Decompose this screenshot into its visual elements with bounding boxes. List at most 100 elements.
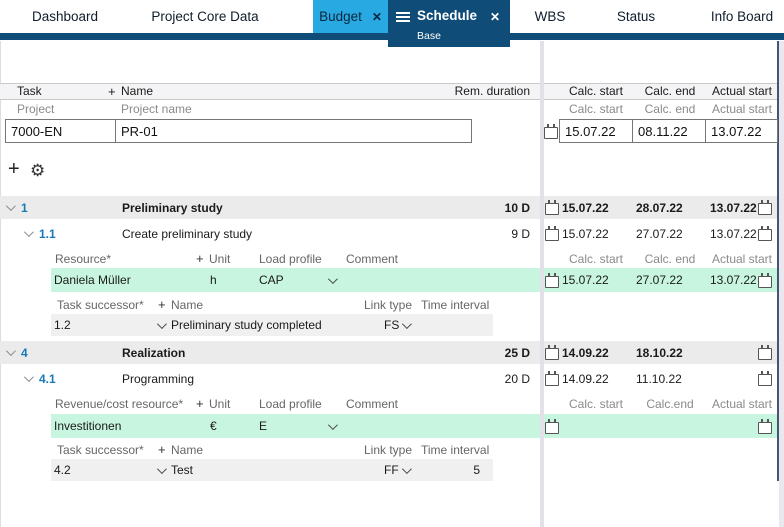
tab-budget-label: Budget — [319, 9, 362, 24]
chevron-down-icon[interactable] — [156, 459, 167, 481]
task-number: 1 — [21, 200, 28, 215]
calendar-icon[interactable] — [758, 196, 772, 219]
project-actual-start-input[interactable] — [705, 119, 778, 143]
successor-header-label: Task successor* — [57, 442, 144, 457]
resource-row[interactable]: Daniela Müller h CAP — [51, 268, 540, 292]
calendar-icon[interactable] — [758, 268, 772, 292]
task-row-dates[interactable]: 14.09.22 18.10.22 — [544, 341, 777, 364]
close-icon[interactable]: ✕ — [489, 10, 500, 24]
calendar-icon[interactable] — [545, 222, 559, 245]
scrollbar-track[interactable] — [779, 41, 784, 527]
project-calc-end-input[interactable] — [632, 119, 706, 143]
resource-header-label: Resource* — [55, 251, 112, 266]
project-name-input[interactable] — [115, 119, 472, 143]
calendar-icon[interactable] — [758, 341, 772, 364]
chevron-down-icon[interactable] — [5, 196, 16, 219]
link-type-header: Link type — [364, 442, 413, 457]
task-row[interactable]: 1 Preliminary study 10 D — [0, 196, 540, 219]
chevron-down-icon[interactable] — [401, 459, 412, 481]
chevron-down-icon[interactable] — [5, 341, 16, 364]
col-calc-start[interactable]: Calc. start — [568, 84, 623, 98]
subtask-number: 4.1 — [39, 371, 56, 386]
project-label: Project — [17, 102, 55, 116]
subtask-row[interactable]: 4.1 Programming 20 D — [0, 367, 540, 390]
calendar-icon[interactable] — [544, 124, 558, 139]
successor-name-header: Name — [171, 442, 204, 457]
calc-start-sublabel: Calc. start — [568, 396, 623, 411]
col-actual-start[interactable]: Actual start — [711, 84, 773, 98]
calendar-icon[interactable] — [545, 367, 559, 390]
project-id-input[interactable] — [5, 119, 116, 143]
tab-schedule[interactable]: Schedule ✕ Base — [388, 0, 510, 47]
resource-row[interactable]: Investitionen € E — [51, 414, 540, 438]
tab-info-board[interactable]: Info Board — [710, 9, 774, 24]
calendar-icon[interactable] — [545, 414, 559, 438]
tab-project-core-data[interactable]: Project Core Data — [151, 9, 259, 24]
chevron-down-icon[interactable] — [401, 314, 412, 336]
successor-number: 4.2 — [54, 463, 71, 477]
successor-name-header: Name — [171, 297, 204, 312]
calc-start-value: 15.07.22 — [562, 273, 609, 287]
resource-row-dates[interactable]: 15.07.22 27.07.22 13.07.22 — [544, 268, 777, 292]
resource-header-row: Resource* + Unit Load profile Comment Ca… — [0, 250, 777, 267]
add-task-button[interactable]: + — [8, 158, 20, 180]
successor-name: Test — [171, 463, 194, 477]
col-calc-end[interactable]: Calc. end — [644, 84, 696, 98]
calc-end-value: 27.07.22 — [636, 226, 683, 241]
task-name: Realization — [122, 345, 186, 360]
left-panel-border — [0, 41, 1, 527]
subtask-row-dates[interactable]: 14.09.22 11.10.22 — [544, 367, 777, 390]
calendar-icon[interactable] — [545, 196, 559, 219]
calc-start-value: 15.07.22 — [562, 226, 609, 241]
col-rem-duration[interactable]: Rem. duration — [454, 84, 530, 98]
chevron-down-icon[interactable] — [23, 367, 34, 390]
add-resource-icon[interactable]: + — [196, 251, 204, 266]
project-calc-end-label: Calc. end — [644, 102, 696, 116]
actual-start-value: 13.07.22 — [710, 200, 757, 215]
tab-wbs[interactable]: WBS — [534, 9, 566, 24]
link-type-value: FF — [384, 463, 399, 477]
tab-status[interactable]: Status — [616, 9, 656, 24]
subtask-number: 1.1 — [39, 226, 56, 241]
calc-end-value: 18.10.22 — [636, 345, 683, 360]
calendar-icon[interactable] — [545, 341, 559, 364]
resource-header-row: Revenue/cost resource* + Unit Load profi… — [0, 395, 777, 412]
link-type-value: FS — [384, 318, 400, 332]
col-name[interactable]: Name — [121, 84, 154, 98]
subtask-name: Programming — [122, 371, 195, 386]
task-row-dates[interactable]: 15.07.22 28.07.22 13.07.22 — [544, 196, 777, 219]
right-panel-border — [777, 41, 779, 481]
gear-icon[interactable]: ⚙ — [30, 161, 46, 180]
resource-row-dates[interactable] — [544, 414, 777, 438]
calc-start-value: 14.09.22 — [562, 371, 609, 386]
chevron-down-icon[interactable] — [327, 268, 338, 292]
col-task[interactable]: Task — [17, 84, 42, 98]
add-successor-icon[interactable]: + — [158, 297, 166, 312]
calendar-icon[interactable] — [758, 367, 772, 390]
task-row[interactable]: 4 Realization 25 D — [0, 341, 540, 364]
close-icon[interactable]: ✕ — [371, 9, 382, 24]
chevron-down-icon[interactable] — [23, 222, 34, 245]
tab-budget[interactable]: Budget ✕ — [313, 0, 388, 33]
calendar-icon[interactable] — [545, 268, 559, 292]
menu-icon[interactable] — [396, 12, 410, 14]
comment-header: Comment — [346, 251, 399, 266]
project-name-label: Project name — [121, 102, 192, 116]
time-interval-header: Time interval — [421, 442, 490, 457]
load-profile-header: Load profile — [259, 251, 322, 266]
successor-row[interactable]: 4.2 Test FF 5 — [51, 459, 493, 481]
add-resource-icon[interactable]: + — [196, 396, 204, 411]
table-header-band — [0, 83, 777, 100]
subtask-row-dates[interactable]: 15.07.22 27.07.22 13.07.22 — [544, 222, 777, 245]
chevron-down-icon[interactable] — [156, 314, 167, 336]
add-column-icon[interactable]: + — [108, 83, 116, 99]
calendar-icon[interactable] — [758, 414, 772, 438]
project-calc-start-input[interactable] — [559, 119, 633, 143]
chevron-down-icon[interactable] — [327, 414, 338, 438]
tab-dashboard[interactable]: Dashboard — [31, 9, 99, 24]
panel-divider[interactable] — [540, 41, 544, 527]
successor-row[interactable]: 1.2 Preliminary study completed FS — [51, 314, 493, 336]
add-successor-icon[interactable]: + — [158, 442, 166, 457]
subtask-row[interactable]: 1.1 Create preliminary study 9 D — [0, 222, 540, 245]
calendar-icon[interactable] — [758, 222, 772, 245]
